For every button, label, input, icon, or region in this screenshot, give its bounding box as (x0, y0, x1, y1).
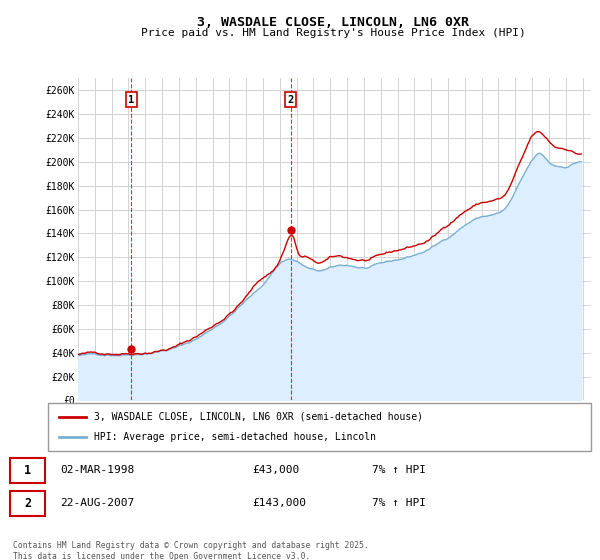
Text: Contains HM Land Registry data © Crown copyright and database right 2025.
This d: Contains HM Land Registry data © Crown c… (13, 542, 369, 560)
Text: Price paid vs. HM Land Registry's House Price Index (HPI): Price paid vs. HM Land Registry's House … (140, 28, 526, 38)
Text: 02-MAR-1998: 02-MAR-1998 (60, 465, 134, 475)
Text: 2: 2 (24, 497, 31, 510)
Text: HPI: Average price, semi-detached house, Lincoln: HPI: Average price, semi-detached house,… (94, 432, 376, 442)
FancyBboxPatch shape (10, 458, 45, 483)
Text: 2: 2 (287, 95, 294, 105)
FancyBboxPatch shape (10, 491, 45, 516)
Text: 3, WASDALE CLOSE, LINCOLN, LN6 0XR (semi-detached house): 3, WASDALE CLOSE, LINCOLN, LN6 0XR (semi… (94, 412, 423, 422)
Text: 3, WASDALE CLOSE, LINCOLN, LN6 0XR: 3, WASDALE CLOSE, LINCOLN, LN6 0XR (197, 16, 469, 29)
Text: 7% ↑ HPI: 7% ↑ HPI (372, 498, 426, 508)
Text: 1: 1 (24, 464, 31, 477)
Text: £43,000: £43,000 (252, 465, 299, 475)
Text: 7% ↑ HPI: 7% ↑ HPI (372, 465, 426, 475)
Text: £143,000: £143,000 (252, 498, 306, 508)
Text: 1: 1 (128, 95, 134, 105)
FancyBboxPatch shape (48, 403, 591, 451)
Text: 22-AUG-2007: 22-AUG-2007 (60, 498, 134, 508)
